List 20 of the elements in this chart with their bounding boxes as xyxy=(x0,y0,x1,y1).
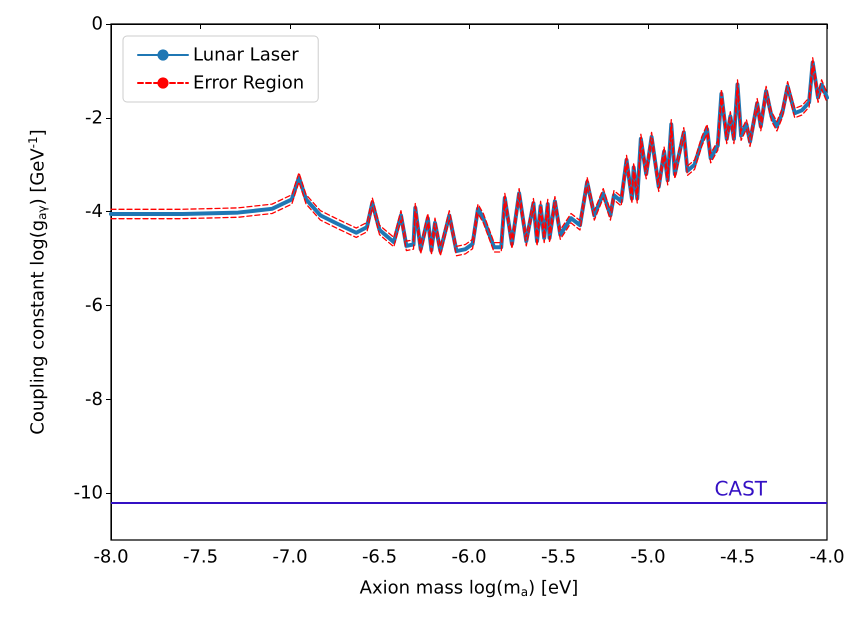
x-tick-label: -5.5 xyxy=(540,546,576,568)
x-tick-label: -4.0 xyxy=(809,546,845,568)
x-tick-label: -7.5 xyxy=(182,546,218,568)
y-tick-label: -10 xyxy=(74,482,103,504)
x-tick-label: -8.0 xyxy=(93,546,129,568)
ref-line-label: CAST xyxy=(714,476,768,500)
x-tick-label: -5.0 xyxy=(630,546,666,568)
x-tick-label: -6.5 xyxy=(362,546,398,568)
x-tick-label: -6.0 xyxy=(451,546,487,568)
y-tick-label: -2 xyxy=(85,107,103,128)
y-axis-title: Coupling constant log(gaγ) [GeV-1] xyxy=(26,129,49,435)
y-tick-label: -4 xyxy=(85,201,103,222)
x-axis-title: Axion mass log(ma) [eV] xyxy=(360,578,578,599)
legend-label: Error Region xyxy=(193,72,304,94)
y-tick-label: 0 xyxy=(92,14,103,34)
x-tick-label: -4.5 xyxy=(720,546,756,568)
legend-label: Lunar Laser xyxy=(193,44,300,66)
y-tick-label: -6 xyxy=(85,294,103,316)
y-tick-label: -8 xyxy=(85,388,103,410)
x-tick-label: -7.0 xyxy=(272,546,308,568)
